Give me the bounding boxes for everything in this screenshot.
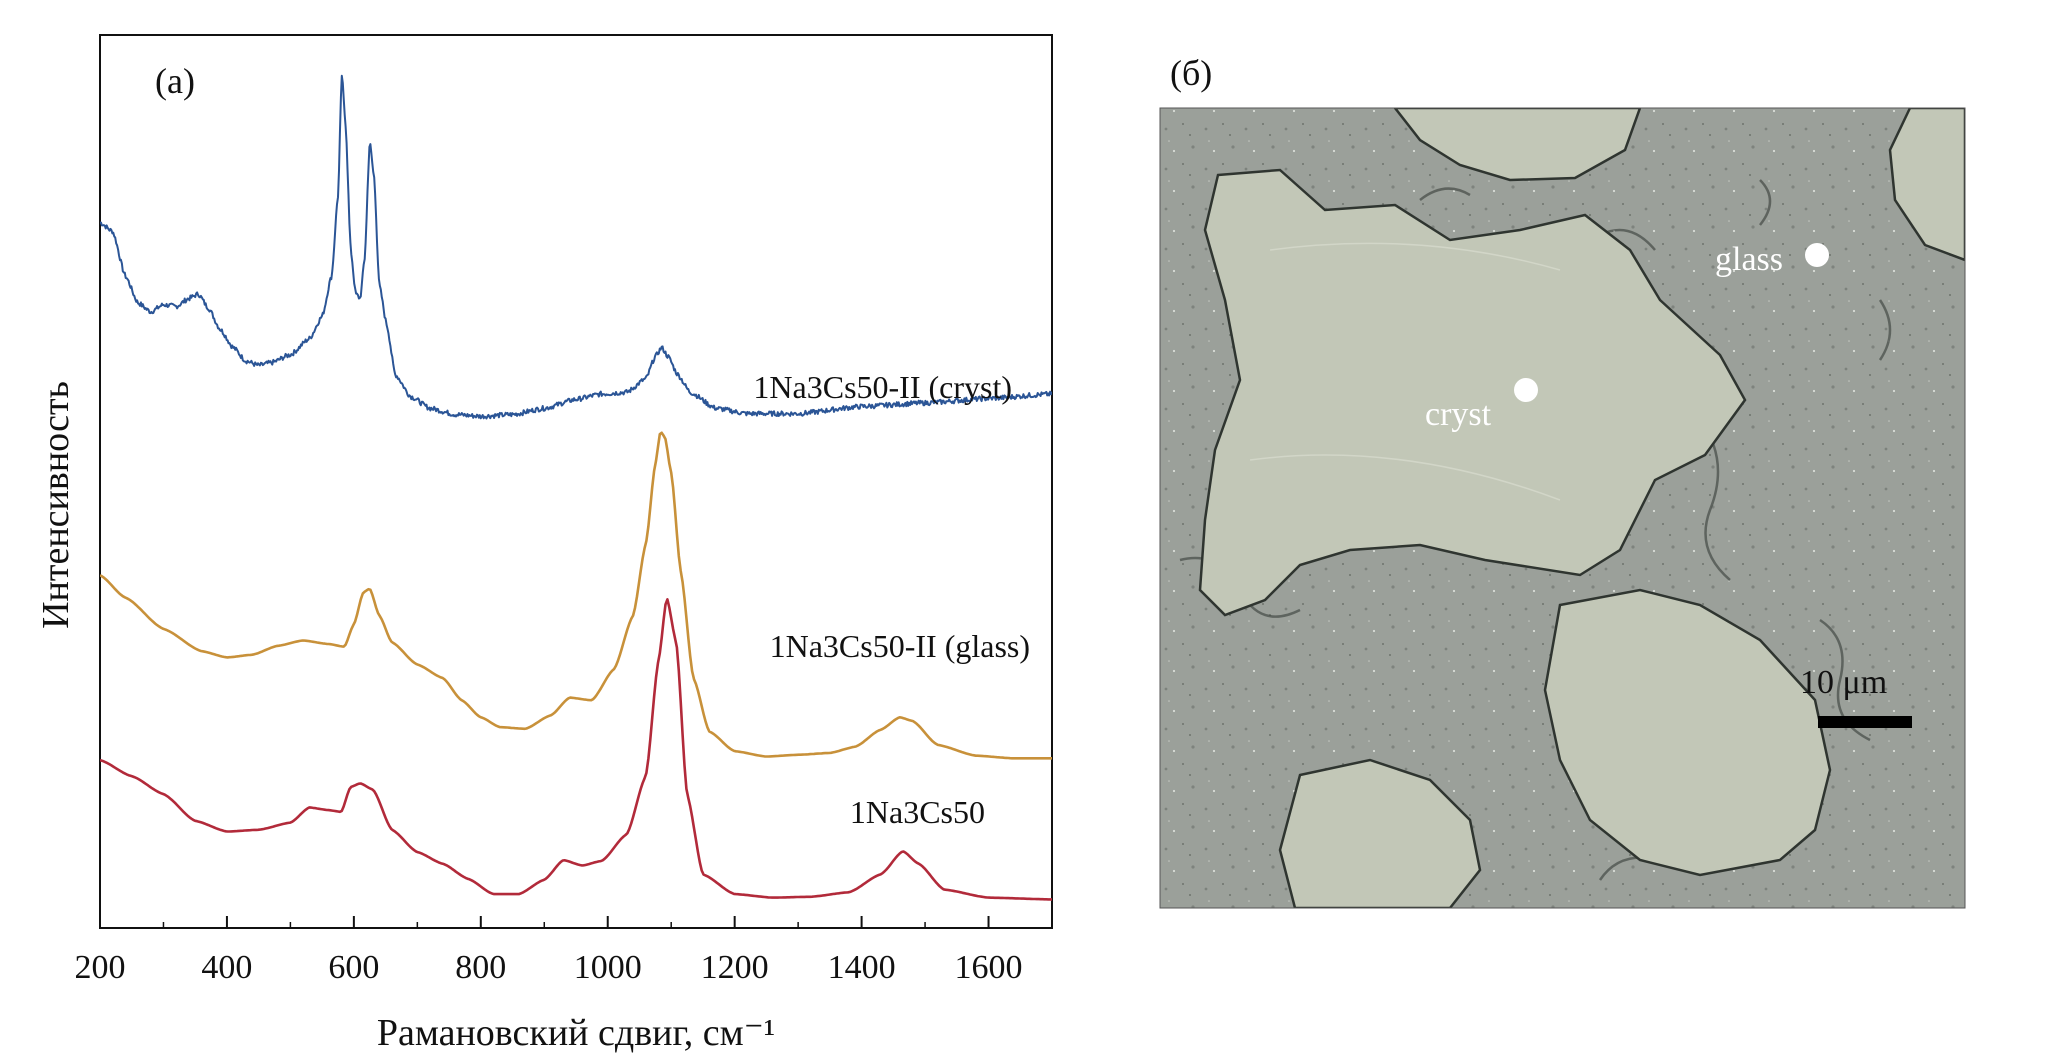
crystal-grain-right-top <box>1888 108 1965 262</box>
series-label-3: 1Na3Cs50 <box>850 794 985 830</box>
series-line-1 <box>100 74 1052 420</box>
x-tick-label: 1600 <box>955 949 1023 986</box>
plot-frame <box>99 34 1053 929</box>
scale-bar-label: 10 μm <box>1800 664 1887 701</box>
micrograph-image: cryst glass 10 μm <box>1160 108 1965 908</box>
y-axis-title: Интенсивность <box>35 381 77 629</box>
x-tick-label: 200 <box>75 949 126 986</box>
x-axis-title: Рамановский сдвиг, см⁻¹ <box>377 1012 775 1054</box>
scale-bar <box>1818 716 1912 728</box>
sem-micrograph-panel: (б) <box>1159 53 1966 909</box>
x-tick-label: 1000 <box>574 949 642 986</box>
crystal-grain-bottom-right <box>1543 588 1832 877</box>
series-line-3 <box>100 598 1052 901</box>
x-tick-label: 600 <box>328 949 379 986</box>
series-label-1: 1Na3Cs50-II (cryst) <box>753 369 1012 405</box>
panel-b-label: (б) <box>1170 53 1212 93</box>
x-tick-label: 800 <box>455 949 506 986</box>
x-tick-label: 1200 <box>701 949 769 986</box>
cryst-point-marker <box>1514 378 1538 402</box>
crystal-grain-bottom-left <box>1278 758 1482 908</box>
series-line-2 <box>100 431 1052 760</box>
x-tick-label: 400 <box>201 949 252 986</box>
x-tick-label: 1400 <box>828 949 896 986</box>
glass-point-marker <box>1805 243 1829 267</box>
glass-point-label: glass <box>1715 241 1783 278</box>
series-label-2: 1Na3Cs50-II (glass) <box>770 628 1030 664</box>
spectra-curves <box>100 74 1052 901</box>
raman-spectra-chart: (a) 1Na3Cs50-II (cryst) 1Na3Cs50-II (glas… <box>35 34 1053 1054</box>
crystal-grain-large <box>1198 168 1747 617</box>
panel-a-label: (a) <box>155 61 195 101</box>
x-axis-ticks: 200 400 600 800 1000 1200 1400 1600 <box>75 916 1023 986</box>
cryst-point-label: cryst <box>1425 396 1492 433</box>
micrograph-frame <box>1159 107 1966 909</box>
crystal-grain-top <box>1393 108 1642 182</box>
series-labels: 1Na3Cs50-II (cryst) 1Na3Cs50-II (glass) 1N… <box>753 369 1030 830</box>
